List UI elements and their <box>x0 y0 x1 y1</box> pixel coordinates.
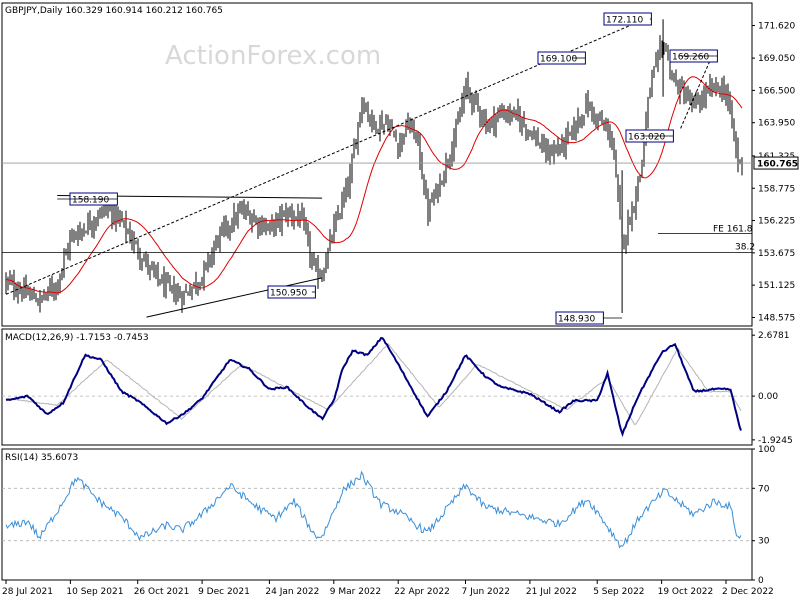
level-label: 158.190 <box>72 196 109 206</box>
macd-axis-label: 0.00 <box>758 392 778 402</box>
trendline-2 <box>146 277 323 318</box>
price-axis-label: 166.500 <box>758 86 795 96</box>
macd-line <box>5 337 742 438</box>
price-title: GBPJPY,Daily 160.329 160.914 160.212 160… <box>5 6 223 16</box>
candles-group <box>5 19 743 313</box>
moving-average-line <box>5 76 743 294</box>
level-label: 163.020 <box>628 133 665 143</box>
macd-signal-line <box>5 343 742 426</box>
rsi-axis-label: 70 <box>758 484 770 494</box>
x-axis-label: 28 Jul 2021 <box>2 587 53 597</box>
macd-title: MACD(12,26,9) -1.7153 -0.7453 <box>5 333 149 343</box>
price-axis-label: 171.620 <box>758 22 795 32</box>
level-label: 169.260 <box>672 53 709 63</box>
x-axis-label: 22 Apr 2022 <box>394 587 450 597</box>
x-axis-label: 24 Jan 2022 <box>265 587 319 597</box>
macd-panel <box>1 328 753 446</box>
x-axis-label: 26 Oct 2021 <box>134 587 190 597</box>
price-axis-label: 153.675 <box>758 249 795 259</box>
rsi-axis-label: 30 <box>758 537 770 547</box>
x-axis-label: 2 Dec 2022 <box>722 587 774 597</box>
last-price-tag <box>753 156 799 170</box>
level-label: 169.100 <box>540 55 577 65</box>
level-label: 148.930 <box>558 315 595 325</box>
x-axis-label: 9 Dec 2021 <box>198 587 250 597</box>
x-axis-label: 21 Jul 2022 <box>526 587 577 597</box>
last-price-label: 160.765 <box>757 160 798 170</box>
watermark-text: ActionForex.com <box>165 41 381 71</box>
x-axis-label: 5 Sep 2022 <box>593 587 644 597</box>
fe-161-label: FE 161.8 <box>713 225 753 235</box>
rsi-line <box>5 470 742 549</box>
x-axis-label: 7 Jun 2022 <box>462 587 510 597</box>
rsi-title: RSI(14) 35.6073 <box>5 453 78 463</box>
trendline-3 <box>680 57 712 129</box>
rsi-axis-label: 100 <box>758 445 775 455</box>
price-panel <box>1 2 753 327</box>
price-axis-label: 169.050 <box>758 54 795 64</box>
x-axis-label: 19 Oct 2022 <box>658 587 714 597</box>
trendline-0 <box>5 16 651 295</box>
macd-axis-label: 2.6781 <box>758 331 790 341</box>
price-axis-label: 156.225 <box>758 217 795 227</box>
rsi-axis-label: 0 <box>758 576 764 586</box>
macd-axis-label: -1.9245 <box>758 436 793 446</box>
price-axis-label: 151.125 <box>758 281 795 291</box>
level-label: 150.950 <box>270 289 307 299</box>
fib-38-label: 38.2 <box>735 243 755 253</box>
rsi-panel <box>1 448 753 581</box>
level-label: 172.110 <box>606 16 643 26</box>
price-axis-label: 163.950 <box>758 119 795 129</box>
price-axis-label: 158.775 <box>758 184 795 194</box>
x-axis-label: 10 Sep 2021 <box>66 587 123 597</box>
x-axis-label: 9 Mar 2022 <box>330 587 381 597</box>
price-axis-label: 148.575 <box>758 313 795 323</box>
